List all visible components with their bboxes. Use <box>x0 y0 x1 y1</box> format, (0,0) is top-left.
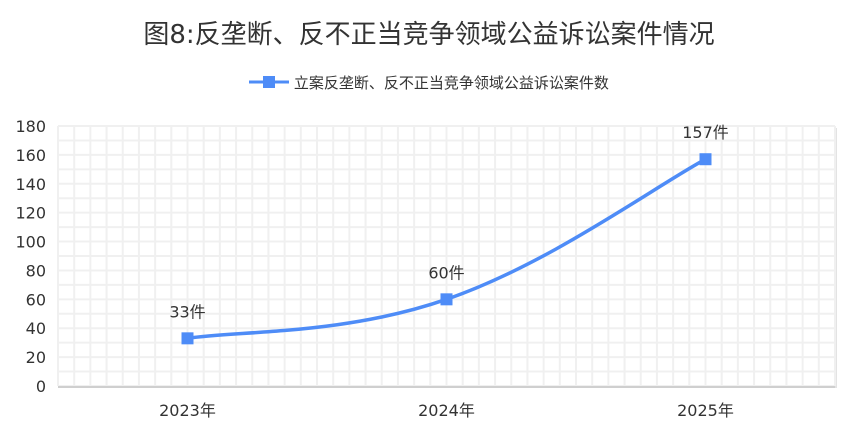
legend-marker-icon <box>249 76 290 88</box>
y-tick-label: 140 <box>15 175 46 194</box>
data-point <box>440 293 453 306</box>
x-tick-label: 2025年 <box>677 401 734 420</box>
legend-label: 立案反垄断、反不正当竞争领域公益诉讼案件数 <box>293 74 609 92</box>
data-label: 157件 <box>682 123 729 142</box>
y-tick-label: 60 <box>26 290 46 309</box>
x-tick-label: 2024年 <box>418 401 475 420</box>
y-tick-label: 120 <box>15 204 46 223</box>
y-tick-label: 0 <box>36 377 46 396</box>
data-label: 33件 <box>169 302 205 321</box>
y-tick-label: 40 <box>26 319 46 338</box>
y-tick-label: 100 <box>15 233 46 252</box>
data-label: 60件 <box>428 263 464 282</box>
x-tick-label: 2023年 <box>159 401 216 420</box>
data-point <box>181 332 194 345</box>
chart-title: 图8:反垄断、反不正当竞争领域公益诉讼案件情况 <box>143 20 715 50</box>
y-tick-label: 80 <box>26 261 46 280</box>
y-tick-label: 20 <box>26 348 46 367</box>
data-point <box>699 153 712 166</box>
y-tick-label: 180 <box>15 117 46 136</box>
y-tick-label: 160 <box>15 146 46 165</box>
legend[interactable]: 立案反垄断、反不正当竞争领域公益诉讼案件数 <box>0 72 858 93</box>
